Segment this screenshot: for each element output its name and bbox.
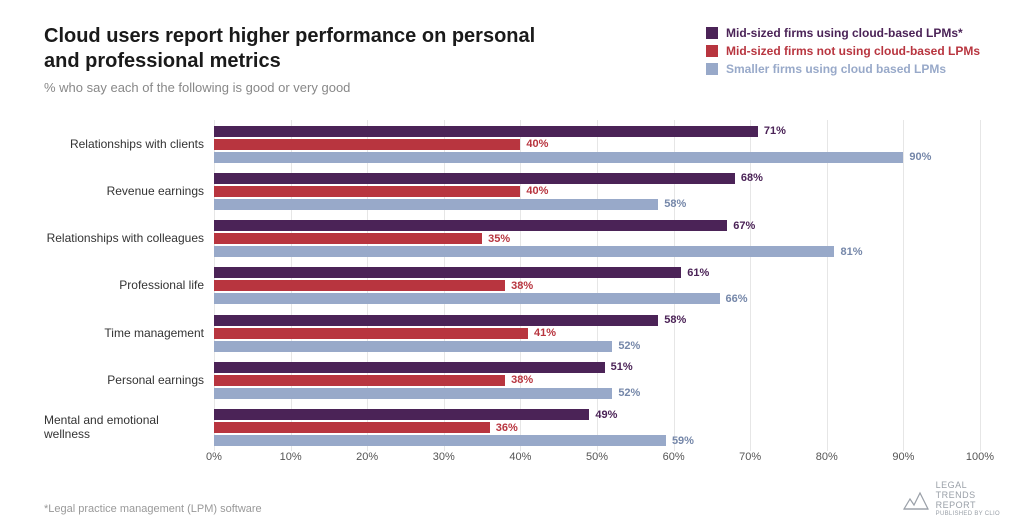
brand-sub: PUBLISHED BY CLIO xyxy=(936,511,1000,517)
brand-logo: LEGAL TRENDS REPORT PUBLISHED BY CLIO xyxy=(902,481,1000,517)
bar-value-label: 61% xyxy=(687,267,709,279)
bar xyxy=(214,152,903,163)
chart-area: Relationships with clients 71% 40% 90% Reven… xyxy=(44,120,980,469)
x-tick: 20% xyxy=(356,451,378,463)
bar-value-label: 52% xyxy=(618,387,640,399)
brand-line3: REPORT xyxy=(936,501,1000,511)
chart-title: Cloud users report higher performance on… xyxy=(44,24,564,74)
bar-value-label: 36% xyxy=(496,422,518,434)
category-row: Personal earnings 51% 38% 52% xyxy=(44,356,980,403)
bar xyxy=(214,186,520,197)
bar xyxy=(214,315,658,326)
legend-item: Smaller firms using cloud based LPMs xyxy=(706,62,980,76)
bar xyxy=(214,139,520,150)
category-label: Mental and emotional wellness xyxy=(44,404,214,451)
x-tick: 60% xyxy=(663,451,685,463)
header: Cloud users report higher performance on… xyxy=(0,0,1024,95)
bar xyxy=(214,220,727,231)
bars-cell: 51% 38% 52% xyxy=(214,356,980,403)
category-row: Relationships with colleagues 67% 35% 81% xyxy=(44,215,980,262)
bar xyxy=(214,233,482,244)
bar xyxy=(214,328,528,339)
footnote: *Legal practice management (LPM) softwar… xyxy=(44,503,262,515)
bar-value-label: 81% xyxy=(840,246,862,258)
brand-text: LEGAL TRENDS REPORT PUBLISHED BY CLIO xyxy=(936,481,1000,517)
category-label: Revenue earnings xyxy=(44,167,214,214)
bar-value-label: 52% xyxy=(618,340,640,352)
bar-value-label: 71% xyxy=(764,125,786,137)
legend-label: Mid-sized firms not using cloud-based LP… xyxy=(726,44,980,58)
bar-value-label: 59% xyxy=(672,435,694,447)
bar-value-label: 66% xyxy=(726,293,748,305)
bar-value-label: 38% xyxy=(511,374,533,386)
x-tick: 0% xyxy=(206,451,222,463)
bar xyxy=(214,362,605,373)
bar-value-label: 38% xyxy=(511,280,533,292)
x-tick: 70% xyxy=(739,451,761,463)
legend-label: Mid-sized firms using cloud-based LPMs* xyxy=(726,26,963,40)
bars-cell: 49% 36% 59% xyxy=(214,404,980,451)
bars-cell: 61% 38% 66% xyxy=(214,262,980,309)
category-label: Personal earnings xyxy=(44,356,214,403)
chart-subtitle: % who say each of the following is good … xyxy=(44,80,564,95)
x-tick: 80% xyxy=(816,451,838,463)
title-block: Cloud users report higher performance on… xyxy=(44,24,564,95)
bar xyxy=(214,267,681,278)
bar-value-label: 40% xyxy=(526,185,548,197)
bars-cell: 68% 40% 58% xyxy=(214,167,980,214)
legend-label: Smaller firms using cloud based LPMs xyxy=(726,62,946,76)
bar-value-label: 51% xyxy=(611,361,633,373)
x-tick: 50% xyxy=(586,451,608,463)
category-row: Time management 58% 41% 52% xyxy=(44,309,980,356)
bar xyxy=(214,280,505,291)
bar xyxy=(214,341,612,352)
x-tick: 40% xyxy=(509,451,531,463)
legend-swatch xyxy=(706,27,718,39)
legend: Mid-sized firms using cloud-based LPMs* M… xyxy=(706,24,980,76)
gridline xyxy=(980,120,981,451)
legend-item: Mid-sized firms not using cloud-based LP… xyxy=(706,44,980,58)
bar xyxy=(214,375,505,386)
bar-value-label: 35% xyxy=(488,233,510,245)
bar xyxy=(214,409,589,420)
x-tick: 90% xyxy=(892,451,914,463)
bar-value-label: 49% xyxy=(595,409,617,421)
bars-cell: 71% 40% 90% xyxy=(214,120,980,167)
chart-rows: Relationships with clients 71% 40% 90% Reven… xyxy=(44,120,980,451)
category-label: Time management xyxy=(44,309,214,356)
bar xyxy=(214,422,490,433)
bar-value-label: 58% xyxy=(664,314,686,326)
category-row: Professional life 61% 38% 66% xyxy=(44,262,980,309)
bar-value-label: 41% xyxy=(534,327,556,339)
bar xyxy=(214,173,735,184)
x-axis: 0%10%20%30%40%50%60%70%80%90%100% xyxy=(214,451,980,469)
bar xyxy=(214,293,720,304)
bars-cell: 58% 41% 52% xyxy=(214,309,980,356)
bar xyxy=(214,246,834,257)
bars-cell: 67% 35% 81% xyxy=(214,215,980,262)
bar-value-label: 58% xyxy=(664,198,686,210)
bar-value-label: 68% xyxy=(741,172,763,184)
bar-value-label: 40% xyxy=(526,138,548,150)
x-tick: 30% xyxy=(433,451,455,463)
legend-swatch xyxy=(706,45,718,57)
category-row: Mental and emotional wellness 49% 36% 59% xyxy=(44,404,980,451)
category-row: Relationships with clients 71% 40% 90% xyxy=(44,120,980,167)
legend-swatch xyxy=(706,63,718,75)
brand-icon xyxy=(902,487,930,511)
category-label: Relationships with clients xyxy=(44,120,214,167)
bar xyxy=(214,388,612,399)
category-row: Revenue earnings 68% 40% 58% xyxy=(44,167,980,214)
x-tick: 100% xyxy=(966,451,994,463)
bar xyxy=(214,435,666,446)
category-label: Professional life xyxy=(44,262,214,309)
legend-item: Mid-sized firms using cloud-based LPMs* xyxy=(706,26,980,40)
category-label: Relationships with colleagues xyxy=(44,215,214,262)
bar-value-label: 90% xyxy=(909,151,931,163)
bar xyxy=(214,199,658,210)
bar-value-label: 67% xyxy=(733,220,755,232)
bar xyxy=(214,126,758,137)
x-tick: 10% xyxy=(280,451,302,463)
